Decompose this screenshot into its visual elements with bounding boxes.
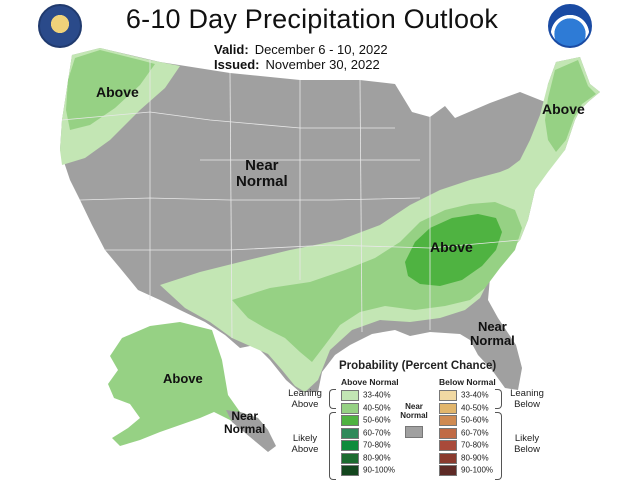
likely-below-line1: Likely — [514, 433, 540, 444]
legend-below-label: 33-40% — [461, 390, 489, 400]
alaska-panhandle-near-normal — [226, 410, 276, 452]
leaning-below-line2: Below — [514, 398, 540, 410]
legend-above-label: 33-40% — [363, 390, 391, 400]
leaning-above-line2: Above — [291, 398, 319, 410]
legend-below-row: 90-100% — [439, 465, 493, 476]
label-southeast-near-normal: Near Normal — [470, 320, 515, 347]
legend-likely-below: Likely Below — [507, 433, 547, 456]
legend-below-swatch — [439, 427, 457, 439]
likely-above-line2: Above — [291, 443, 319, 455]
legend-above-row: 80-90% — [341, 452, 391, 464]
legend-below-label: 90-100% — [461, 465, 494, 475]
legend-above-swatch — [341, 440, 359, 451]
brace-likely-above — [329, 412, 336, 480]
legend-above-label: 60-70% — [363, 428, 391, 438]
label-alaska-normal: Normal — [224, 421, 266, 436]
page-title: 6-10 Day Precipitation Outlook — [125, 4, 499, 34]
legend-below-swatch — [439, 440, 457, 451]
legend-below-swatch — [439, 402, 457, 414]
legend-above-swatch — [341, 427, 359, 439]
legend-below-row: 70-80% — [439, 440, 489, 451]
legend-below-swatch — [439, 390, 457, 401]
legend-above-swatch — [341, 402, 359, 414]
legend-leaning-below: Leaning Below — [507, 388, 547, 411]
valid-dates: Valid: December 6 - 10, 2022 — [214, 42, 388, 57]
legend-below-swatch — [439, 452, 457, 464]
valid-value: December 6 - 10, 2022 — [254, 42, 388, 57]
legend-below-label: 50-60% — [461, 415, 489, 425]
label-southeast-near: Near — [477, 319, 507, 334]
legend-likely-above: Likely Above — [285, 433, 325, 456]
leaning-below-line1: Leaning — [510, 388, 544, 399]
legend-below-row: 80-90% — [439, 452, 489, 464]
southeast-above-core — [405, 214, 502, 286]
label-central-near-normal: Near Normal — [236, 158, 288, 190]
brace-leaning-above — [329, 389, 336, 409]
near-normal-line1: Near — [405, 402, 423, 411]
label-alaska-near: Near — [231, 409, 259, 423]
label-southeast-normal: Normal — [470, 332, 515, 348]
label-central-normal: Normal — [236, 172, 288, 190]
legend-near-normal: Near Normal — [397, 402, 431, 420]
legend-above-swatch — [341, 415, 359, 426]
legend-above-swatch — [341, 465, 359, 476]
northeast-above-medium — [545, 60, 596, 152]
legend-below-label: 40-50% — [461, 403, 489, 413]
brace-likely-below — [495, 412, 502, 480]
label-southeast-above: Above — [430, 239, 473, 255]
legend-above-label: 90-100% — [363, 465, 396, 475]
label-central-near: Near — [245, 157, 279, 174]
label-northeast-above: Above — [542, 101, 585, 117]
label-northwest-above: Above — [96, 84, 139, 100]
legend-title: Probability (Percent Chance) — [339, 360, 497, 372]
legend-below-row: 33-40% — [439, 390, 489, 401]
issued-date: Issued: November 30, 2022 — [214, 57, 380, 72]
leaning-above-line1: Leaning — [288, 388, 322, 399]
legend-leaning-above: Leaning Above — [285, 388, 325, 411]
legend-near-normal-swatch — [405, 426, 423, 438]
legend-above-label: 40-50% — [363, 403, 391, 413]
label-alaska-above: Above — [163, 371, 203, 386]
state-borders — [61, 60, 521, 339]
label-alaska-near-normal: Near Normal — [224, 410, 265, 435]
legend-below-row: 60-70% — [439, 427, 489, 439]
noaa-logo-icon — [548, 4, 592, 48]
brace-leaning-below — [495, 389, 502, 409]
legend-above-row: 40-50% — [341, 402, 391, 414]
legend-above-swatch — [341, 452, 359, 464]
alaska-above-region — [108, 322, 268, 446]
near-normal-line2: Normal — [400, 411, 428, 421]
issued-value: November 30, 2022 — [265, 57, 380, 72]
legend-above-row: 90-100% — [341, 465, 395, 476]
legend-below-row: 40-50% — [439, 402, 489, 414]
legend-above-row: 70-80% — [341, 440, 391, 451]
legend-below-label: 70-80% — [461, 440, 489, 450]
doc-seal-icon — [38, 4, 82, 48]
legend-above-header: Above Normal — [341, 377, 399, 387]
legend-below-swatch — [439, 415, 457, 426]
legend-above-row: 50-60% — [341, 415, 391, 426]
legend-below-row: 50-60% — [439, 415, 489, 426]
legend-above-label: 80-90% — [363, 453, 391, 463]
legend-below-label: 60-70% — [461, 428, 489, 438]
likely-above-line1: Likely — [292, 433, 318, 444]
valid-label: Valid: — [214, 42, 249, 57]
legend-above-row: 60-70% — [341, 427, 391, 439]
legend-below-swatch — [439, 465, 457, 476]
legend-above-row: 33-40% — [341, 390, 391, 401]
probability-legend: Probability (Percent Chance) Above Norma… — [283, 360, 623, 482]
issued-label: Issued: — [214, 57, 260, 72]
likely-below-line2: Below — [514, 443, 540, 455]
legend-below-label: 80-90% — [461, 453, 489, 463]
legend-above-label: 70-80% — [363, 440, 391, 450]
legend-above-swatch — [341, 390, 359, 401]
legend-above-label: 50-60% — [363, 415, 391, 425]
legend-below-header: Below Normal — [439, 377, 496, 387]
northwest-above-medium — [66, 50, 155, 130]
